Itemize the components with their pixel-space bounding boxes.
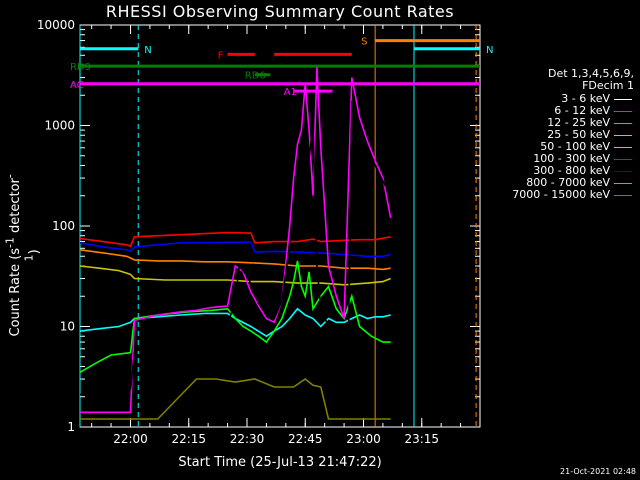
decimation-info: FDecim 1 (582, 79, 634, 92)
flag-label: AC (70, 80, 84, 91)
legend-entry: 800 - 7000 keV (484, 177, 636, 189)
x-tick-label: 23:15 (404, 432, 439, 446)
legend-entry: 50 - 100 keV (484, 141, 636, 153)
y-tick-label: 100 (52, 219, 75, 233)
legend-swatch (614, 171, 632, 172)
flag-label: S (361, 37, 367, 48)
legend-swatch (614, 183, 632, 184)
legend-label: 6 - 12 keV (554, 104, 610, 117)
legend-label: 50 - 100 keV (540, 140, 610, 153)
chart-title: RHESSI Observing Summary Count Rates (105, 2, 455, 21)
x-axis-label: Start Time (25-Jul-13 21:47:22) (178, 455, 382, 470)
series-line (79, 231, 391, 248)
x-tick-label: 22:15 (171, 432, 206, 446)
legend-entry: 12 - 25 keV (484, 117, 636, 129)
legend-swatch (614, 195, 632, 196)
legend-entry: 6 - 12 keV (484, 105, 636, 117)
flag-label: N (486, 45, 493, 56)
y-tick-label: 10 (60, 320, 75, 334)
legend-swatch (614, 111, 632, 112)
flag-label: RD6 (245, 71, 266, 82)
legend-entry: 3 - 6 keV (484, 93, 636, 105)
legend: 3 - 6 keV 6 - 12 keV 12 - 25 keV 25 - 50 ke… (484, 93, 636, 201)
flag-label: F (218, 50, 224, 61)
x-tick-label: 22:30 (230, 432, 265, 446)
detector-list: Det 1,3,4,5,6,9, (547, 67, 634, 80)
legend-entry: 7000 - 15000 keV (484, 189, 636, 201)
y-tick-label: 10000 (37, 18, 75, 32)
legend-label: 800 - 7000 keV (526, 176, 610, 189)
legend-entry: 100 - 300 keV (484, 153, 636, 165)
flag-label: RD9 (70, 62, 91, 73)
legend-swatch (614, 99, 632, 100)
legend-entry: 300 - 800 keV (484, 165, 636, 177)
x-tick-label: 22:00 (113, 432, 148, 446)
legend-swatch (614, 123, 632, 124)
y-tick-label: 1000 (44, 119, 75, 133)
flag-label: N (144, 45, 151, 56)
x-tick-label: 23:00 (346, 432, 381, 446)
flag-label: A1 (284, 87, 297, 98)
plot-frame (79, 24, 481, 428)
series-line (80, 378, 391, 420)
series-line (79, 249, 391, 271)
legend-swatch (614, 159, 632, 160)
series-line (79, 100, 392, 396)
legend-label: 300 - 800 keV (533, 164, 610, 177)
series-line (80, 67, 392, 414)
x-tick-label: 22:45 (288, 432, 323, 446)
legend-entry: 25 - 50 keV (484, 129, 636, 141)
y-axis-label: Count Rate (s-1 detector-1) (3, 174, 43, 337)
series-line (79, 265, 391, 286)
legend-swatch (614, 147, 632, 148)
y-tick-label: 1 (67, 420, 75, 434)
timestamp: 21-Oct-2021 02:48 (560, 467, 636, 476)
legend-label: 12 - 25 keV (547, 116, 610, 129)
series-line (79, 241, 391, 258)
legend-label: 100 - 300 keV (533, 152, 610, 165)
legend-swatch (614, 135, 632, 136)
legend-label: 25 - 50 keV (547, 128, 610, 141)
legend-label: 3 - 6 keV (561, 92, 610, 105)
legend-label: 7000 - 15000 keV (512, 188, 610, 201)
